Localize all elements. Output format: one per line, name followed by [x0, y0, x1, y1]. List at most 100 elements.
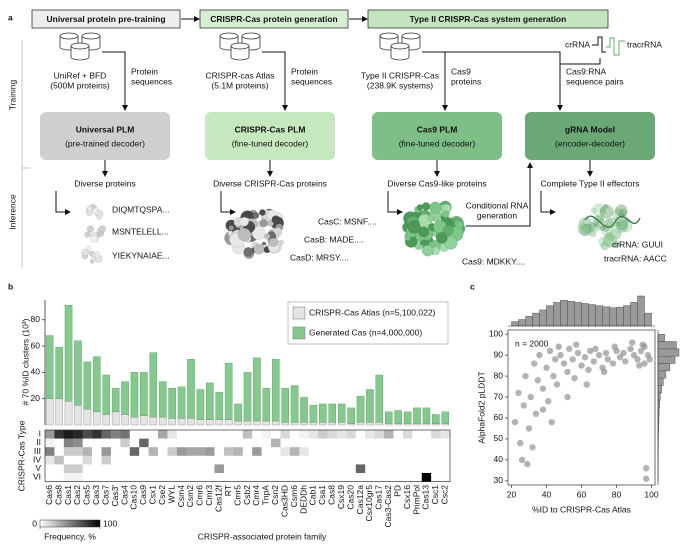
rna-legend: tracrRNA	[627, 39, 662, 49]
bar-segment	[64, 305, 73, 402]
heatmap-cell	[261, 438, 272, 448]
x-tick-label: Csx16	[402, 485, 412, 509]
protein-structure	[435, 232, 448, 244]
heatmap-cell	[129, 430, 140, 439]
heatmap-cell	[393, 455, 404, 465]
heatmap-cell	[412, 455, 422, 465]
heatmap-cell	[440, 473, 451, 482]
heatmap-cell	[214, 430, 225, 439]
heatmap-cell	[214, 438, 225, 448]
protein-structure	[85, 245, 92, 251]
scatter-point	[585, 366, 592, 373]
heatmap-cell	[45, 473, 55, 482]
heatmap-cell	[412, 430, 422, 439]
heatmap-cell	[393, 430, 404, 439]
x-tick-label: Csm6	[289, 485, 299, 507]
histogram-bar	[609, 307, 617, 327]
x-tick-label: WYL	[166, 485, 176, 504]
heatmap-cell	[440, 430, 451, 439]
bar-segment	[375, 374, 384, 423]
heatmap-cell	[421, 447, 432, 456]
heatmap-cell	[318, 447, 328, 456]
protein-structure	[89, 259, 95, 264]
scatter-point	[601, 368, 608, 376]
protein-structure	[593, 225, 601, 232]
y-tick-label: 90	[494, 349, 504, 359]
heatmap-cell	[261, 455, 272, 465]
heatmap-cell	[431, 438, 441, 448]
model-desc: (fine-tuned decoder)	[399, 138, 476, 148]
scatter-point	[587, 347, 594, 355]
row-label: V	[35, 463, 41, 473]
x-tick-label: Cse2	[157, 485, 167, 505]
histogram-bar	[588, 304, 596, 327]
histogram-bar	[616, 306, 624, 327]
heatmap-cell	[233, 464, 243, 474]
plot-frame	[507, 329, 656, 486]
heatmap-cell	[101, 438, 112, 448]
heatmap-cell	[233, 430, 243, 439]
histogram-bar	[623, 305, 631, 327]
histogram-bar	[637, 295, 645, 327]
database-icon	[70, 42, 90, 50]
heatmap-cell	[252, 473, 262, 482]
bar-segment	[111, 411, 120, 426]
heatmap-cell	[242, 430, 253, 439]
heatmap-cell	[223, 438, 234, 448]
protein-structure	[252, 211, 260, 219]
scatter-point	[643, 465, 650, 472]
scatter-point	[517, 439, 524, 447]
heatmap-cell	[139, 455, 149, 465]
model-desc: (pre-trained decoder)	[65, 138, 145, 148]
scatter-point	[539, 406, 547, 413]
x-tick-label: Csx19	[336, 485, 346, 509]
x-axis-title: CRISPR-associated protein family	[198, 531, 327, 541]
scatter-point	[518, 456, 526, 464]
protein-structure	[616, 218, 629, 230]
protein-structure	[253, 243, 265, 255]
heatmap-cell	[195, 430, 206, 439]
heatmap-cell	[214, 464, 225, 474]
heatmap-cell	[92, 455, 102, 465]
heatmap-cell	[63, 464, 74, 474]
scatter-point	[552, 356, 559, 363]
heatmap-cell	[327, 455, 338, 465]
heatmap-cell	[402, 447, 413, 456]
stage-title: Universal protein pre-training	[46, 14, 165, 24]
scatter-point	[629, 339, 636, 346]
heatmap-cell	[186, 438, 196, 448]
protein-structure	[442, 224, 454, 236]
histogram-bar	[657, 333, 665, 342]
scatter-point	[646, 356, 653, 363]
protein-structure	[259, 219, 268, 228]
heatmap-cell	[73, 464, 83, 474]
rna-sketch	[606, 37, 625, 56]
x-tick-label: Cas3-Cas2	[383, 485, 393, 528]
bar-segment	[422, 407, 431, 424]
scatter-point	[545, 398, 552, 405]
x-tick-label: 20	[507, 489, 517, 499]
protein-structure	[418, 226, 430, 238]
database-icon	[379, 32, 399, 40]
heatmap-cell	[271, 473, 281, 482]
heatmap-cell	[327, 473, 338, 482]
conditional-label: Conditional RNA	[466, 200, 529, 210]
scatter-point	[611, 343, 618, 350]
heatmap-cell	[129, 447, 140, 456]
heatmap-cell	[45, 464, 55, 474]
heatmap-cell	[440, 455, 451, 465]
bar-segment	[149, 416, 158, 426]
arrow	[387, 191, 403, 215]
x-tick-label: Csx1	[148, 485, 158, 505]
scatter-point	[560, 360, 568, 367]
scatter-point	[532, 410, 540, 417]
heatmap-cell	[63, 430, 74, 439]
heatmap-cell	[110, 464, 121, 474]
heatmap-cell	[73, 447, 83, 456]
bar-segment	[281, 387, 289, 423]
heatmap-cell	[327, 464, 338, 474]
heatmap-cell	[45, 438, 55, 448]
heatmap-cell	[54, 473, 65, 482]
arrow	[540, 191, 556, 215]
